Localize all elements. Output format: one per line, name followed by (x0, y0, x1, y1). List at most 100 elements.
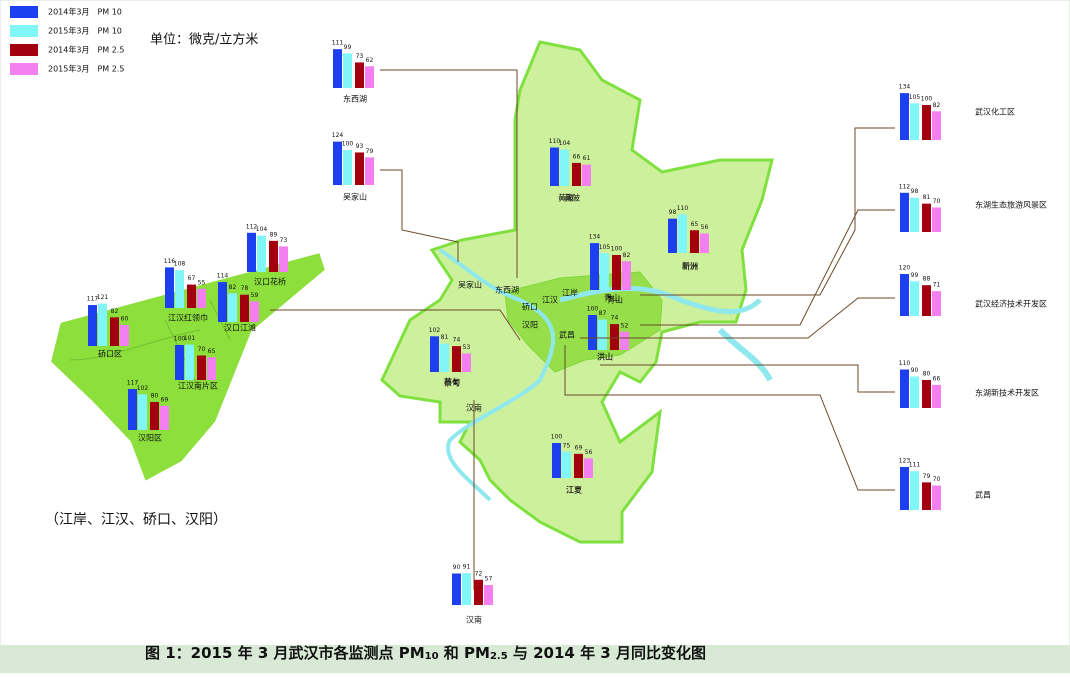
bar (932, 111, 941, 140)
value-label: 59 (251, 292, 259, 299)
station-label: 汉口江滩 (224, 323, 256, 333)
bar (574, 453, 583, 478)
district-label: 硚口 (522, 303, 538, 312)
leader-line (380, 169, 459, 262)
bar (900, 93, 909, 140)
value-label: 81 (441, 334, 449, 341)
station-label: 汉阳区 (138, 434, 162, 443)
bar (598, 319, 607, 350)
bar (900, 369, 909, 408)
value-label: 82 (111, 308, 119, 315)
legend-label: 2015年3月 PM 2.5 (48, 64, 124, 74)
caption-sub: 2.5 (490, 651, 508, 662)
bar (484, 585, 493, 605)
value-label: 87 (599, 310, 607, 317)
value-label: 78 (241, 285, 249, 292)
bar (452, 346, 461, 372)
leader-line (380, 69, 518, 278)
value-label: 70 (933, 476, 941, 483)
value-label: 82 (623, 252, 631, 259)
station-label: 江汉南片区 (178, 381, 218, 391)
value-label: 91 (463, 564, 471, 571)
bar (690, 230, 699, 253)
value-label: 114 (217, 273, 229, 280)
value-label: 134 (899, 84, 911, 91)
bar (187, 284, 196, 308)
value-label: 90 (911, 367, 919, 374)
station-label: 黄陂 (564, 193, 580, 203)
value-label: 56 (701, 224, 709, 231)
bar (922, 380, 931, 408)
legend-label: 2015年3月 PM 10 (48, 26, 122, 36)
value-label: 112 (899, 183, 911, 190)
legend-swatch (10, 63, 38, 75)
bar (185, 344, 194, 380)
value-label: 88 (923, 276, 931, 283)
station-label: 武昌 (975, 490, 991, 500)
value-label: 90 (453, 564, 461, 571)
bar (279, 246, 288, 272)
bar (588, 315, 597, 350)
value-label: 110 (899, 360, 911, 367)
caption-part: 图 1：2015 年 3 月武汉市各监测点 PM (145, 644, 425, 662)
value-label: 57 (485, 576, 493, 583)
bar (552, 443, 561, 478)
value-label: 74 (611, 315, 619, 322)
station-label: 东湖生态旅游风景区 (975, 200, 1047, 210)
bar (128, 389, 137, 430)
legend-label: 2014年3月 PM 10 (48, 7, 122, 17)
legend-label: 2014年3月 PM 2.5 (48, 45, 124, 55)
value-label: 116 (164, 258, 176, 265)
bar (900, 192, 909, 232)
value-label: 89 (270, 231, 278, 238)
bar (900, 274, 909, 316)
value-label: 111 (909, 462, 921, 469)
bar (590, 243, 599, 290)
district-label: 东西湖 (495, 285, 519, 295)
bar (333, 141, 342, 185)
value-label: 72 (475, 570, 483, 577)
bar (550, 147, 559, 186)
bar (612, 255, 621, 290)
station-label: 东湖新技术开发区 (975, 388, 1039, 398)
bar (620, 331, 629, 350)
district-label: 新洲 (682, 262, 698, 272)
bar (932, 384, 941, 408)
leader-line (640, 127, 895, 296)
value-label: 73 (356, 53, 364, 60)
bar (700, 233, 709, 253)
bar (922, 482, 931, 510)
value-label: 105 (909, 94, 921, 101)
value-label: 104 (559, 140, 571, 147)
bar (355, 62, 364, 88)
value-label: 82 (933, 102, 941, 109)
bar (175, 270, 184, 308)
station-label: 硚口区 (98, 350, 122, 359)
inset-note: （江岸、江汉、硚口、汉阳） (45, 512, 227, 528)
station-label: 江夏 (566, 486, 582, 495)
bar (197, 355, 206, 380)
value-label: 79 (923, 473, 931, 480)
value-label: 101 (184, 335, 196, 342)
bar (622, 261, 631, 290)
value-label: 124 (332, 132, 344, 139)
district-label: 江汉 (542, 296, 558, 305)
value-label: 100 (551, 434, 563, 441)
leader-line (580, 297, 895, 339)
value-label: 110 (549, 138, 561, 145)
bar (452, 573, 461, 605)
bar (584, 458, 593, 478)
station-label: 洪山 (597, 352, 613, 362)
bar (600, 253, 609, 290)
value-label: 82 (229, 284, 237, 291)
bar (333, 49, 342, 88)
bar (197, 288, 206, 308)
station-label: 蔡甸 (444, 377, 460, 387)
bar (910, 281, 919, 316)
caption: 图 1：2015 年 3 月武汉市各监测点 PM10 和 PM2.5 与 201… (145, 644, 706, 663)
bar (365, 66, 374, 88)
bar (240, 294, 249, 322)
value-label: 108 (174, 261, 186, 268)
value-label: 55 (198, 279, 206, 286)
